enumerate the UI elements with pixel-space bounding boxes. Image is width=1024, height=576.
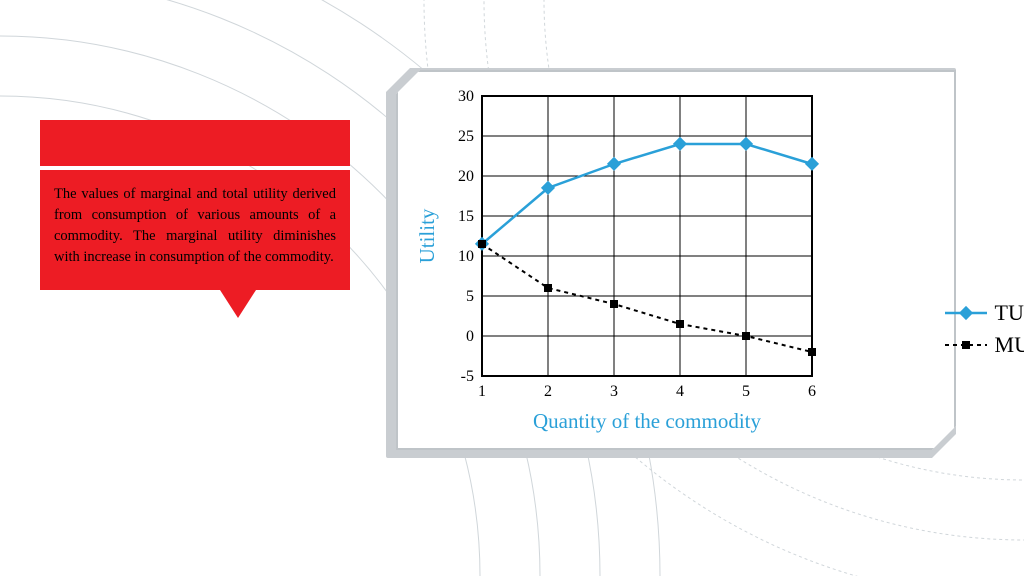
svg-text:30: 30 [458, 88, 474, 105]
legend-label-mu: MU [995, 332, 1024, 358]
legend-item-tu: TU [945, 300, 1024, 326]
svg-text:5: 5 [466, 288, 474, 305]
svg-text:25: 25 [458, 128, 474, 145]
chart-legend: TU MU [945, 300, 1024, 364]
svg-text:3: 3 [610, 383, 618, 400]
description-callout: The values of marginal and total utility… [40, 120, 350, 318]
svg-text:20: 20 [458, 168, 474, 185]
legend-swatch-tu [945, 304, 987, 322]
svg-text:1: 1 [478, 383, 486, 400]
callout-text: The values of marginal and total utility… [40, 170, 350, 290]
callout-tail [220, 290, 256, 318]
chart-panel: -5 0 5 10 15 20 25 30 1 2 3 4 5 6 Quantity of the comm… [396, 70, 956, 450]
callout-header [40, 120, 350, 166]
svg-text:Quantity of the commodity: Quantity of the commodity [533, 409, 762, 433]
svg-text:10: 10 [458, 248, 474, 265]
svg-text:15: 15 [458, 208, 474, 225]
legend-swatch-mu [945, 336, 987, 354]
svg-text:0: 0 [466, 328, 474, 345]
legend-item-mu: MU [945, 332, 1024, 358]
svg-text:6: 6 [808, 383, 816, 400]
svg-text:-5: -5 [461, 368, 474, 385]
utility-chart: -5 0 5 10 15 20 25 30 1 2 3 4 5 6 Quantity of the comm… [416, 84, 856, 434]
svg-text:Utility: Utility [416, 208, 439, 263]
svg-text:4: 4 [676, 383, 684, 400]
legend-label-tu: TU [995, 300, 1024, 326]
svg-text:5: 5 [742, 383, 750, 400]
svg-text:2: 2 [544, 383, 552, 400]
